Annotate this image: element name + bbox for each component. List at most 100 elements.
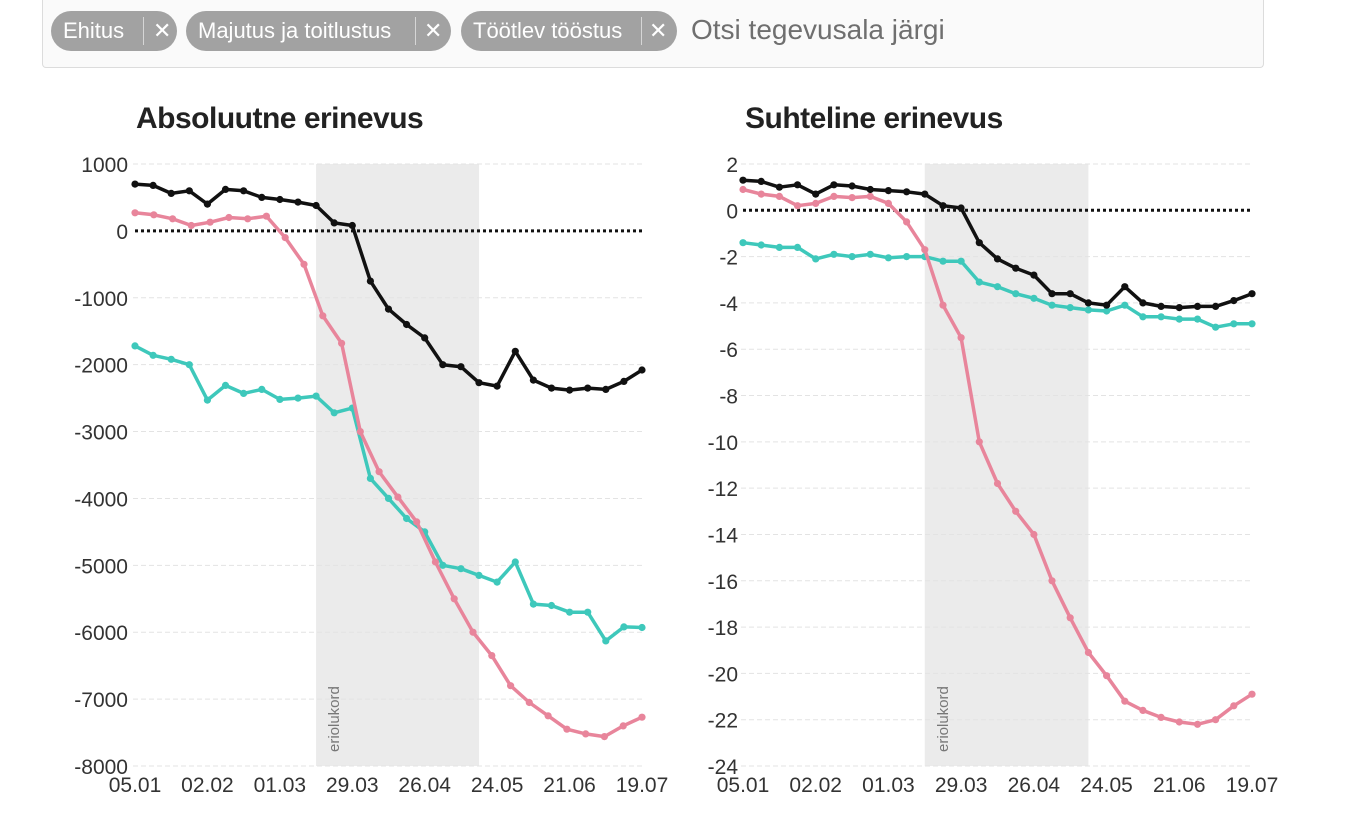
- data-point-pink: [921, 246, 929, 254]
- chip-label: Ehitus: [63, 18, 125, 43]
- chart-title-relative: Suhteline erinevus: [745, 102, 1003, 135]
- data-point-teal: [493, 578, 501, 586]
- data-point-pink: [582, 730, 590, 738]
- data-point-pink: [993, 479, 1002, 488]
- y-tick-label: -22: [708, 710, 738, 733]
- y-tick-label: -5000: [74, 555, 128, 578]
- y-tick-label: -2000: [74, 355, 128, 378]
- data-point-teal: [1212, 323, 1220, 331]
- data-point-teal: [566, 608, 574, 616]
- y-tick-label: -8000: [74, 756, 128, 779]
- data-point-teal: [1157, 313, 1165, 321]
- data-point-pink: [375, 468, 383, 476]
- x-tick-label: 24.05: [471, 774, 524, 797]
- data-point-black: [957, 204, 965, 212]
- y-tick-label: -24: [708, 756, 739, 779]
- data-point-pink: [903, 218, 911, 226]
- data-point-pink: [319, 312, 327, 320]
- y-tick-label: -3000: [74, 422, 128, 445]
- data-point-black: [1012, 264, 1020, 272]
- y-tick-label: -12: [708, 478, 738, 501]
- data-point-pink: [1230, 702, 1238, 710]
- remove-chip-ehitus-icon[interactable]: ✕: [153, 18, 172, 43]
- data-point-teal: [403, 514, 411, 523]
- data-point-teal: [1084, 306, 1092, 314]
- data-point-black: [348, 221, 356, 230]
- data-point-black: [240, 187, 248, 195]
- industry-search-input[interactable]: [691, 8, 1231, 52]
- data-point-black: [921, 190, 929, 198]
- data-point-teal: [203, 396, 211, 404]
- data-point-teal: [276, 395, 284, 403]
- data-point-teal: [547, 601, 556, 610]
- data-point-pink: [757, 190, 765, 198]
- x-tick-label: 05.01: [717, 774, 770, 797]
- data-point-black: [602, 385, 610, 393]
- data-point-teal: [221, 381, 230, 389]
- x-tick-label: 01.03: [862, 774, 915, 797]
- x-tick-label: 19.07: [616, 774, 669, 797]
- filter-chip-ehitus: Ehitus ✕: [51, 11, 177, 51]
- data-point-black: [547, 384, 556, 392]
- data-point-pink: [1193, 720, 1202, 728]
- data-point-teal: [993, 283, 1002, 291]
- data-point-teal: [1193, 315, 1202, 323]
- data-point-pink: [187, 221, 195, 230]
- data-point-pink: [1175, 718, 1183, 726]
- remove-chip-tootlev-icon[interactable]: ✕: [649, 18, 668, 43]
- remove-chip-majutus-icon[interactable]: ✕: [424, 18, 443, 43]
- data-point-black: [312, 201, 320, 210]
- data-point-pink: [1048, 577, 1056, 585]
- data-point-pink: [244, 215, 252, 223]
- data-point-pink: [600, 733, 609, 741]
- y-tick-label: -8: [719, 386, 738, 409]
- data-point-black: [529, 376, 538, 384]
- data-point-teal: [1066, 304, 1074, 312]
- y-tick-label: 0: [116, 221, 128, 244]
- data-point-black: [793, 181, 802, 189]
- data-point-pink: [169, 215, 177, 223]
- shaded-period: [316, 164, 480, 766]
- data-point-black: [1193, 302, 1202, 310]
- data-point-black: [185, 187, 193, 195]
- data-point-black: [584, 384, 592, 392]
- x-tick-label: 05.01: [109, 774, 162, 797]
- chip-label: Majutus ja toitlustus: [198, 18, 392, 43]
- data-point-teal: [240, 389, 248, 397]
- y-tick-label: -18: [708, 617, 738, 640]
- data-point-pink: [1248, 690, 1256, 698]
- data-point-black: [1066, 290, 1074, 298]
- chip-divider: [415, 17, 416, 45]
- data-point-black: [1121, 283, 1129, 291]
- data-point-teal: [457, 565, 465, 573]
- data-point-teal: [602, 637, 610, 645]
- data-point-black: [1248, 290, 1256, 298]
- shaded-period-label: eriolukord: [935, 686, 952, 752]
- industry-filter-bar[interactable]: Ehitus ✕ Majutus ja toitlustus ✕ Töötlev…: [42, 0, 1264, 68]
- x-tick-label: 21.06: [543, 774, 596, 797]
- data-point-pink: [975, 438, 983, 446]
- y-tick-label: 0: [726, 200, 738, 223]
- data-point-black: [866, 185, 874, 194]
- data-point-pink: [525, 698, 533, 707]
- x-tick-label: 19.07: [1226, 774, 1279, 797]
- data-point-black: [739, 176, 747, 184]
- data-point-black: [366, 277, 374, 285]
- data-point-teal: [312, 392, 320, 400]
- data-point-pink: [1012, 507, 1020, 515]
- data-point-teal: [866, 250, 874, 258]
- data-point-black: [903, 188, 911, 196]
- data-point-teal: [131, 342, 139, 350]
- data-point-teal: [957, 257, 965, 265]
- y-tick-label: -4: [719, 293, 738, 316]
- data-point-pink: [563, 725, 571, 733]
- data-point-pink: [507, 682, 515, 690]
- data-point-pink: [338, 339, 346, 347]
- data-point-pink: [450, 595, 458, 603]
- data-point-pink: [1212, 716, 1220, 724]
- chip-label: Töötlev tööstus: [473, 18, 623, 43]
- data-point-black: [1048, 290, 1056, 298]
- data-point-teal: [584, 608, 592, 616]
- data-point-teal: [149, 351, 157, 359]
